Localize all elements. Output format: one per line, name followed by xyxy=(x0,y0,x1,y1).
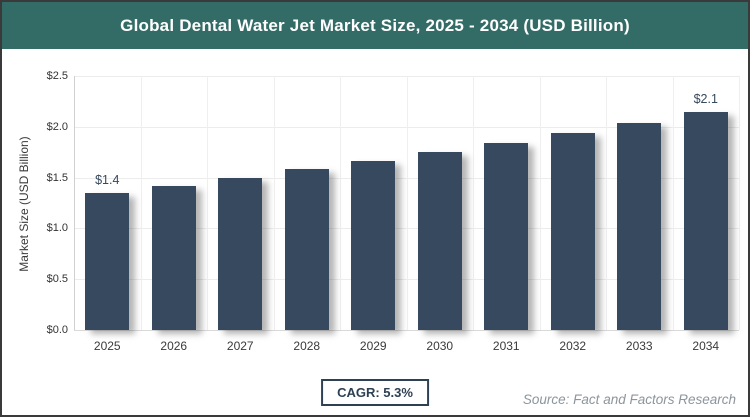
x-tick-label: 2026 xyxy=(160,339,188,353)
v-gridline xyxy=(406,76,408,330)
bar-2025 xyxy=(85,192,130,330)
v-gridline xyxy=(207,76,208,330)
bar-2027 xyxy=(218,177,263,330)
v-gridline xyxy=(340,76,341,330)
bar-value-label: $1.4 xyxy=(95,172,120,187)
bar-2033 xyxy=(617,122,662,330)
x-tick-label: 2027 xyxy=(226,339,254,353)
bar-2030 xyxy=(417,152,462,330)
v-gridline xyxy=(539,76,541,330)
x-tick-label: 2032 xyxy=(559,339,587,353)
bar-2028 xyxy=(284,169,329,330)
bar-2029 xyxy=(351,161,396,330)
source-credit: Source: Fact and Factors Research xyxy=(522,392,736,407)
v-gridline xyxy=(140,76,142,330)
bar-2026 xyxy=(151,185,196,330)
bar-2034 xyxy=(683,111,728,330)
y-tick-label: $1.0 xyxy=(46,222,68,235)
bar-chart: Market Size (USD Billion) $0.0 $0.5 $1.0 $1… xyxy=(2,49,748,415)
v-gridline xyxy=(473,76,474,330)
chart-title: Global Dental Water Jet Market Size, 202… xyxy=(120,15,630,35)
chart-header: Global Dental Water Jet Market Size, 202… xyxy=(2,2,748,49)
v-gridline xyxy=(606,76,607,330)
bar-2032 xyxy=(550,132,595,330)
x-tick-label: 2031 xyxy=(492,339,520,353)
bar-value-label: $2.1 xyxy=(693,91,718,106)
bar-2031 xyxy=(484,143,529,330)
x-tick-label: 2034 xyxy=(692,339,720,353)
y-tick-label: $2.5 xyxy=(46,70,68,82)
v-gridline xyxy=(273,76,275,330)
v-gridline xyxy=(739,76,740,330)
x-tick-label: 2030 xyxy=(426,339,454,353)
y-tick-label: $2.0 xyxy=(46,120,68,133)
y-tick-label: $0.5 xyxy=(46,273,68,286)
x-tick-label: 2025 xyxy=(93,339,121,353)
v-gridline xyxy=(672,76,674,330)
y-tick-label: $0.0 xyxy=(46,324,68,336)
y-tick-label: $1.5 xyxy=(46,171,68,184)
cagr-badge: CAGR: 5.3% xyxy=(321,379,429,406)
x-tick-label: 2033 xyxy=(625,339,653,353)
cagr-label: CAGR: 5.3% xyxy=(337,385,413,400)
y-axis-line xyxy=(74,76,75,330)
x-tick-label: 2029 xyxy=(359,339,387,353)
h-gridline xyxy=(74,330,739,331)
x-tick-label: 2028 xyxy=(293,339,321,353)
